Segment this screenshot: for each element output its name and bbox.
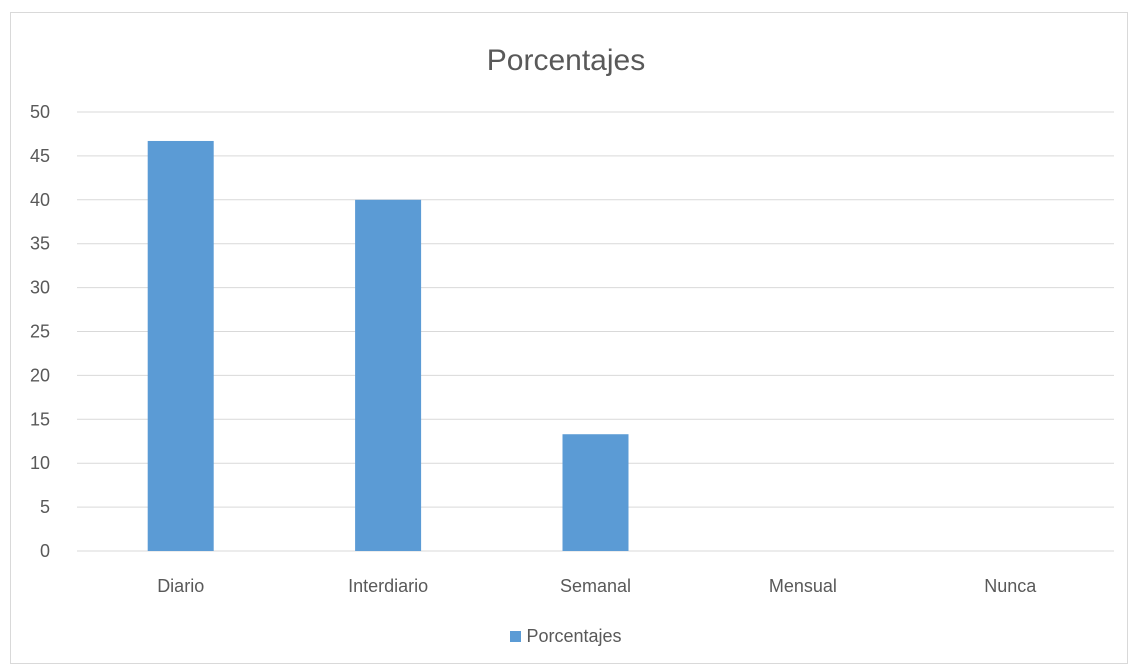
x-axis-tick-labels: Diario Interdiario Semanal Mensual Nunca bbox=[157, 576, 1037, 596]
y-tick-label: 40 bbox=[30, 190, 50, 210]
legend: Porcentajes bbox=[0, 626, 1132, 647]
y-axis-tick-labels: 0 5 10 15 20 25 30 35 40 45 50 bbox=[30, 102, 50, 561]
chart-title: Porcentajes bbox=[486, 44, 646, 77]
y-tick-label: 50 bbox=[30, 102, 50, 122]
bar-diario bbox=[147, 140, 214, 551]
x-tick-label: Interdiario bbox=[348, 576, 428, 596]
y-tick-label: 25 bbox=[30, 322, 50, 342]
y-tick-label: 0 bbox=[40, 541, 50, 561]
y-tick-label: 35 bbox=[30, 234, 50, 254]
bar-interdiario bbox=[355, 199, 422, 552]
x-tick-label: Nunca bbox=[984, 576, 1037, 596]
y-tick-label: 30 bbox=[30, 278, 50, 298]
legend-label: Porcentajes bbox=[526, 626, 622, 646]
x-tick-label: Diario bbox=[157, 576, 204, 596]
y-tick-label: 20 bbox=[30, 365, 50, 385]
legend-swatch bbox=[510, 631, 522, 642]
bar-semanal bbox=[562, 434, 629, 551]
y-tick-label: 5 bbox=[40, 497, 50, 517]
gridlines bbox=[77, 111, 1114, 552]
y-tick-label: 10 bbox=[30, 453, 50, 473]
x-tick-label: Mensual bbox=[769, 576, 837, 596]
y-tick-label: 15 bbox=[30, 409, 50, 429]
y-tick-label: 45 bbox=[30, 146, 50, 166]
x-tick-label: Semanal bbox=[560, 576, 631, 596]
bars bbox=[147, 140, 629, 552]
